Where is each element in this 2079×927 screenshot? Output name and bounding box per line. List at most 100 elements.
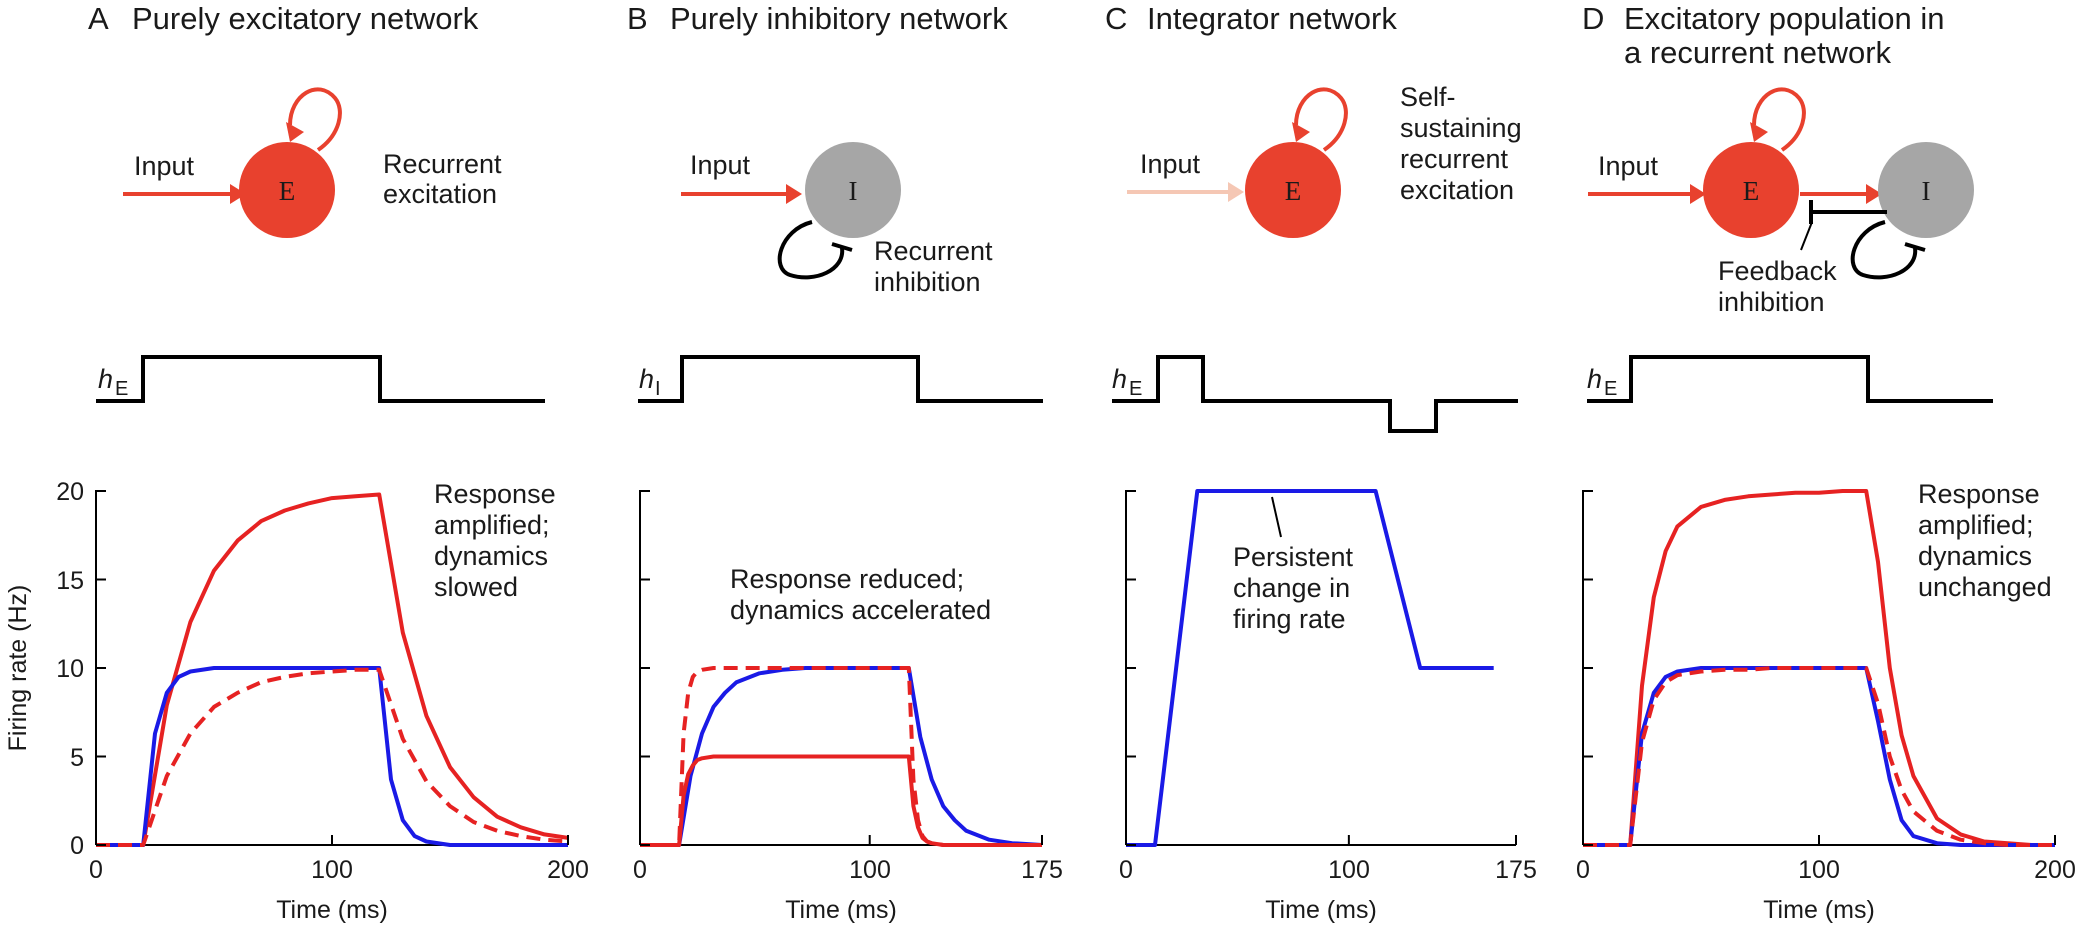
excitatory-synapse-icon [786, 184, 802, 204]
panel-d-red-solid-series-line [1583, 489, 2055, 847]
panel-d-red-dashed-series-line [1583, 666, 2055, 847]
recurrent-synapse-icon [1750, 122, 1768, 142]
diagram-annotation-line: Recurrent [383, 149, 502, 179]
panel-b-plot: 0 100 175 Time (ms) Response reduced; dy… [633, 490, 1063, 924]
x-tick-label: 200 [2034, 856, 2076, 884]
panel-d-blue-solid-series-line [1583, 666, 2055, 847]
panel-b-blue-solid-series-line [640, 666, 1043, 847]
x-tick-label: 0 [89, 856, 103, 884]
x-tick-label: 100 [849, 856, 891, 884]
excitatory-synapse-icon [1690, 184, 1706, 204]
node-label: E [279, 176, 296, 206]
panel-a-title: Purely excitatory network [132, 1, 479, 36]
y-tick-label: 20 [56, 478, 84, 506]
x-axis-label: Time (ms) [1763, 896, 1875, 924]
stimulus-label: h [1587, 364, 1602, 394]
x-axis-label: Time (ms) [1265, 896, 1377, 924]
recurrent-loop [1294, 87, 1348, 152]
stimulus-trace [1587, 355, 1993, 403]
annotation-pointer [1271, 496, 1282, 538]
recurrent-loop [1850, 220, 1918, 280]
panel-a-red-dashed-series-line [96, 667, 569, 847]
panel-c-letter: C [1105, 1, 1127, 36]
panel-a-red-solid-series-line [96, 492, 569, 847]
excitatory-node [1703, 142, 1799, 238]
plot-annotation-line: slowed [434, 572, 518, 602]
panel-b-stimulus: h I [638, 355, 1043, 403]
diagram-annotation-line: Recurrent [874, 236, 993, 266]
panel-c-blue-solid-series-line [1126, 489, 1494, 847]
panel-b: B Purely inhibitory network Input I Recu… [627, 1, 1063, 924]
input-label: Input [1598, 151, 1659, 181]
panel-c-diagram: Input E Self- sustaining recurrent excit… [1127, 82, 1522, 238]
panel-d-diagram: Input E I Feedback inhibition [1588, 87, 1974, 317]
inhibitory-node [1878, 142, 1974, 238]
panel-d: D Excitatory population in a recurrent n… [1576, 1, 2076, 924]
recurrent-synapse-icon [286, 122, 304, 142]
diagram-annotation-line: Feedback [1718, 256, 1837, 286]
x-tick-label: 200 [547, 856, 589, 884]
plot-annotation-line: dynamics [434, 541, 548, 571]
plot-annotation-line: firing rate [1233, 604, 1346, 634]
input-label: Input [690, 150, 751, 180]
inhibitory-synapse-icon [831, 242, 853, 252]
plot-annotation-line: Response [1918, 479, 2040, 509]
stimulus-trace [1112, 355, 1518, 433]
input-label: Input [1140, 149, 1201, 179]
x-axis-label: Time (ms) [276, 896, 388, 924]
diagram-annotation-line: sustaining [1400, 113, 1522, 143]
plot-annotation-line: Response reduced; [730, 564, 964, 594]
panel-b-diagram: Input I Recurrent inhibition [681, 142, 993, 297]
recurrent-loop [777, 220, 845, 280]
stimulus-subscript: E [1604, 378, 1617, 400]
stimulus-label: h [639, 364, 654, 394]
stimulus-subscript: E [1129, 378, 1142, 400]
excitatory-synapse-icon [1228, 182, 1244, 202]
panel-d-letter: D [1582, 1, 1604, 36]
diagram-annotation-line: excitation [1400, 175, 1514, 205]
diagram-annotation-line: Self- [1400, 82, 1456, 112]
x-tick-label: 175 [1495, 856, 1537, 884]
recurrent-synapse-icon [1292, 122, 1310, 142]
x-tick-label: 100 [311, 856, 353, 884]
y-tick-label: 15 [56, 567, 84, 595]
node-label: E [1743, 176, 1760, 206]
stimulus-trace [638, 355, 1043, 403]
inhibitory-node [805, 142, 901, 238]
panel-c-plot: 0 100 175 Time (ms) Persistent change in… [1119, 489, 1537, 924]
stimulus-label: h [1112, 364, 1127, 394]
x-tick-label: 0 [1576, 856, 1590, 884]
node-label: E [1285, 176, 1302, 206]
plot-annotation-line: Persistent [1233, 542, 1354, 572]
x-tick-label: 175 [1021, 856, 1063, 884]
plot-annotation-line: dynamics [1918, 541, 2032, 571]
recurrent-loop [1752, 87, 1806, 152]
excitatory-synapse-icon [230, 184, 246, 204]
x-tick-label: 0 [1119, 856, 1133, 884]
excitatory-node [1245, 142, 1341, 238]
x-tick-label: 100 [1798, 856, 1840, 884]
panel-d-plot: 0 100 200 Time (ms) Response amplified; … [1576, 479, 2076, 924]
diagram-annotation-line: recurrent [1400, 144, 1509, 174]
plot-annotation-line: amplified; [434, 510, 550, 540]
panel-c-title: Integrator network [1147, 1, 1397, 36]
inhibitory-synapse-icon [1904, 242, 1926, 252]
panel-a-diagram: Input E Recurrent excitation [123, 87, 502, 238]
y-tick-label: 0 [70, 832, 84, 860]
stimulus-subscript: I [655, 378, 661, 400]
x-tick-label: 100 [1328, 856, 1370, 884]
plot-annotation-line: change in [1233, 573, 1350, 603]
panel-d-title-line: Excitatory population in [1624, 1, 1945, 36]
y-tick-label: 10 [56, 655, 84, 683]
x-tick-label: 0 [633, 856, 647, 884]
input-label: Input [134, 151, 195, 181]
panel-d-stimulus: h E [1587, 355, 1993, 403]
panel-d-title-line: a recurrent network [1624, 35, 1892, 70]
x-axis-label: Time (ms) [785, 896, 897, 924]
stimulus-subscript: E [115, 378, 128, 400]
panel-a-stimulus: h E [96, 355, 545, 403]
annotation-pointer [1800, 221, 1813, 251]
plot-annotation-line: unchanged [1918, 572, 2052, 602]
panel-a-letter: A [88, 1, 109, 36]
